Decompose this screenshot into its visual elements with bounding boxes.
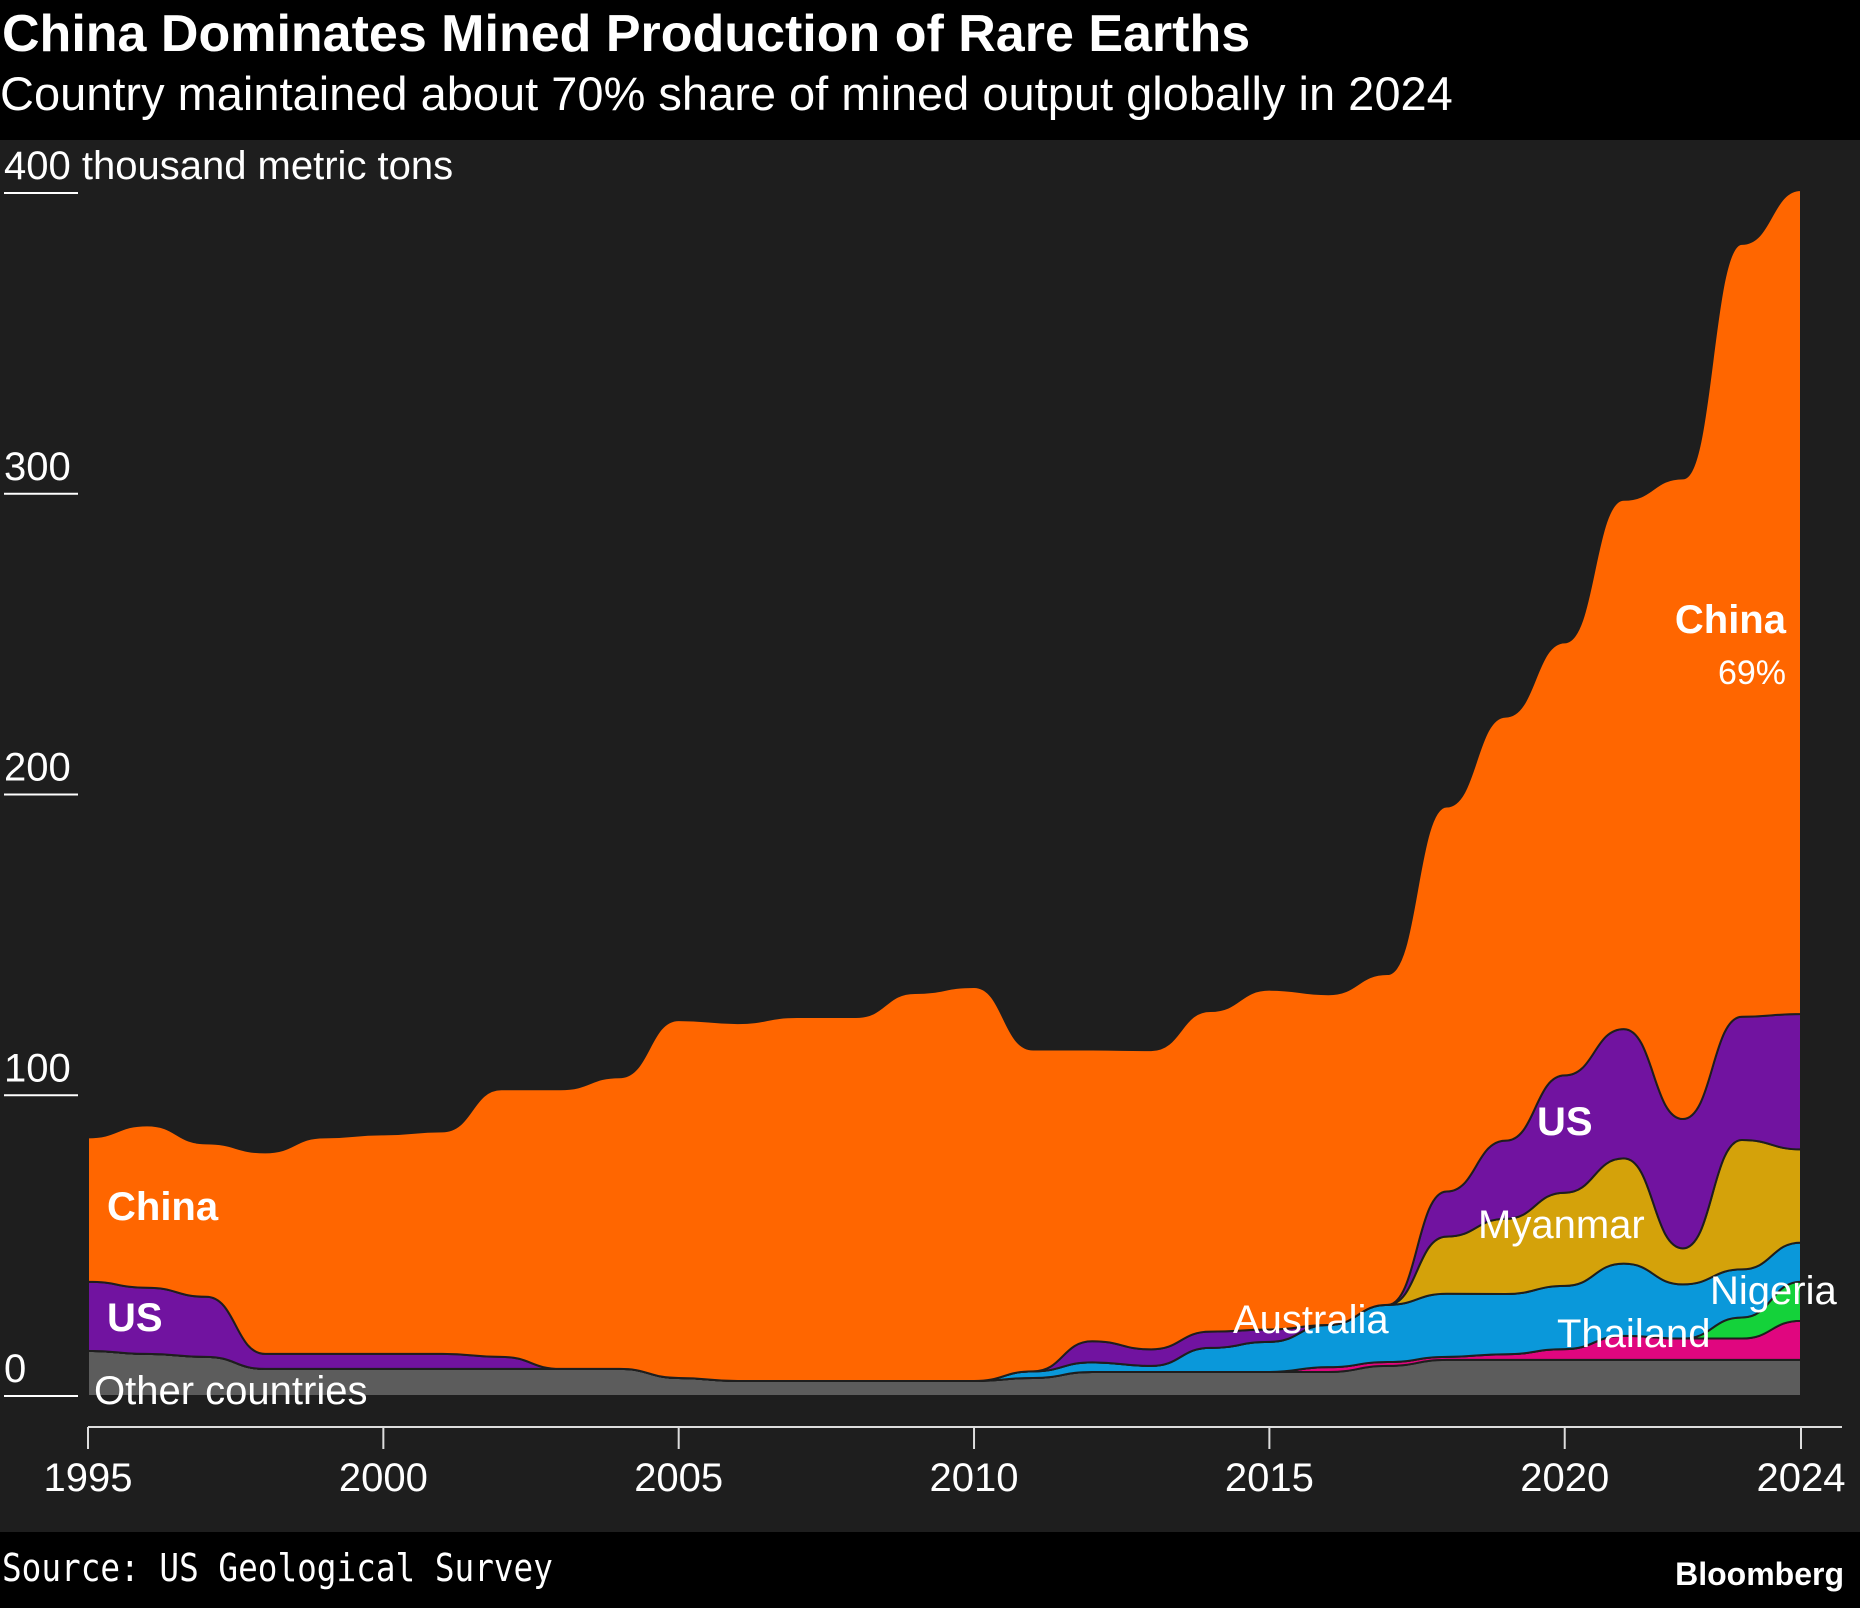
x-tick-label: 2024 <box>1757 1456 1846 1500</box>
label-other-countries: Other countries <box>94 1369 367 1413</box>
source-note: Source: US Geological Survey <box>2 1546 553 1590</box>
label-thailand: Thailand <box>1557 1312 1710 1356</box>
label-us-left: US <box>107 1296 163 1340</box>
x-tick-label: 2015 <box>1225 1456 1314 1500</box>
label-myanmar: Myanmar <box>1478 1203 1645 1247</box>
y-axis: 0 100 200 300 400 thousand metric tons <box>4 144 453 1397</box>
label-china-share: 69% <box>1718 654 1786 692</box>
area-china <box>87 188 1802 1382</box>
area-series-group <box>87 188 1802 1397</box>
chart-panel: 0 100 200 300 400 thousand metric tons 1995 2… <box>0 140 1860 1532</box>
x-tick-label: 2010 <box>930 1456 1019 1500</box>
label-china-left: China <box>107 1185 219 1229</box>
label-australia: Australia <box>1233 1298 1389 1342</box>
label-china-right: China <box>1675 598 1787 642</box>
x-tick-label: 1995 <box>44 1456 133 1500</box>
label-us-right: US <box>1537 1100 1593 1144</box>
y-tick-label: 300 <box>4 445 71 489</box>
y-tick-label: 200 <box>4 746 71 790</box>
chart-title: China Dominates Mined Production of Rare… <box>2 5 1251 63</box>
bloomberg-logo: Bloomberg <box>1675 1556 1844 1592</box>
direct-labels: China US Other countries Australia US My… <box>94 598 1837 1413</box>
x-tick-label: 2005 <box>634 1456 723 1500</box>
x-tick-label: 2020 <box>1520 1456 1609 1500</box>
x-tick-label: 2000 <box>339 1456 428 1500</box>
y-tick-label: 100 <box>4 1046 71 1090</box>
y-tick-label: 0 <box>4 1347 26 1391</box>
y-tick-label: 400 thousand metric tons <box>4 144 453 188</box>
label-nigeria: Nigeria <box>1710 1269 1837 1313</box>
chart-subtitle: Country maintained about 70% share of mi… <box>0 67 1453 120</box>
x-axis: 1995 2000 2005 2010 2015 2020 2024 <box>44 1426 1846 1500</box>
stacked-area-chart: 0 100 200 300 400 thousand metric tons 1995 2… <box>4 144 1846 1500</box>
